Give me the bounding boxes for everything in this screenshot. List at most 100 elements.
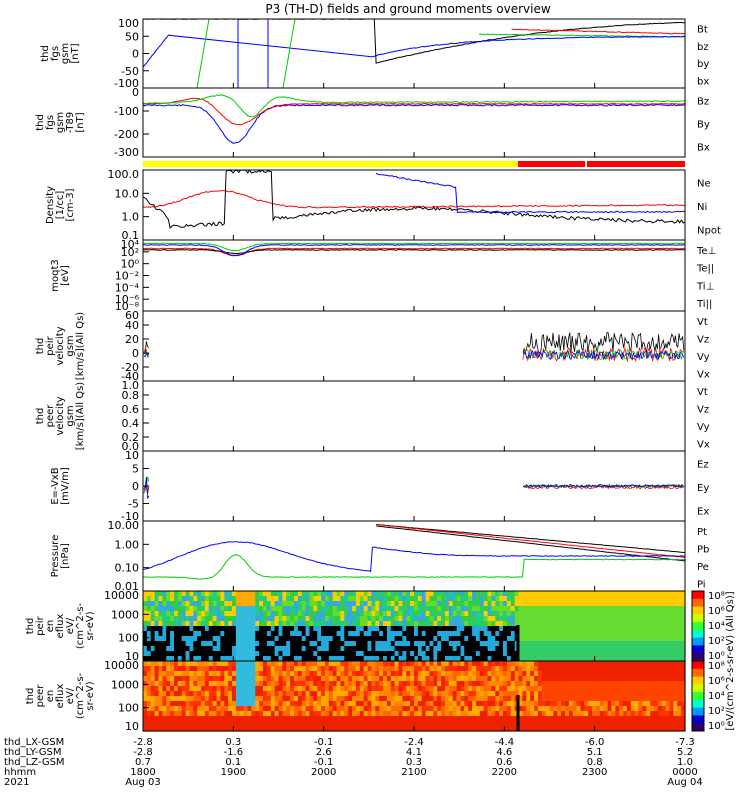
colorbar-1-tick-3: 10² xyxy=(708,636,725,647)
ylabel-temp: moqt3 [eV] xyxy=(50,259,71,292)
burst-61-2 xyxy=(143,476,150,493)
ytick-peir_en-2: 100 xyxy=(118,632,139,645)
xtick-4-row-1: 4.6 xyxy=(496,747,512,758)
xtick-1-row-1: -1.6 xyxy=(224,747,244,758)
trace-ti-perp xyxy=(142,244,686,256)
ytick-fgs_igrf-0: 0 xyxy=(132,86,139,99)
ytick-density-1: 10.0 xyxy=(115,187,140,200)
trace-pe xyxy=(142,554,685,580)
trace-bx xyxy=(142,34,686,68)
xtick-0-row-4: Aug 03 xyxy=(125,777,160,788)
ytick-density-2: 1.0 xyxy=(122,211,140,224)
ytick-efield-3: -5 xyxy=(128,498,139,511)
xtick-5-row-2: 0.8 xyxy=(587,757,603,768)
legend-peer_vel-Vz: Vz xyxy=(697,404,709,415)
panel-frame-fgs xyxy=(142,18,686,89)
ytick-fgs-4: -100 xyxy=(114,77,139,90)
xtick-1-row-0: 0.3 xyxy=(225,737,241,748)
ytick-peer_en-2: 100 xyxy=(118,702,139,715)
legend-peir_vel-Vy: Vy xyxy=(697,352,710,363)
xaxis-row-label-4: 2021 xyxy=(4,777,29,788)
ytick-density-3: 0.1 xyxy=(122,229,140,242)
xtick-4-row-0: -4.4 xyxy=(495,737,515,748)
status-bar-yellow xyxy=(143,161,518,167)
ylabel-line: eflux xyxy=(55,684,66,709)
ytick-temp-2: 10⁰ xyxy=(121,258,140,271)
ytick-pressure-3: 0.01 xyxy=(115,580,140,593)
xtick-5-row-3: 2300 xyxy=(582,767,607,778)
ylabel-line: thd xyxy=(35,408,46,425)
ytick-peer_vel-0: 1.0 xyxy=(122,379,140,392)
xaxis-row-label-3: hhmm xyxy=(4,767,36,778)
ylabel-line: [mV/m] xyxy=(60,467,71,505)
spectrogram-0 xyxy=(143,591,686,662)
ylabel-line: fgs xyxy=(45,115,56,130)
xtick-3-row-1: 4.1 xyxy=(406,747,422,758)
legend-peer_vel-Vt: Vt xyxy=(697,387,708,398)
legend-efield-Ex: Ex xyxy=(697,506,709,517)
ylabel-line: Density xyxy=(45,186,56,224)
xtick-2-row-1: 2.6 xyxy=(316,747,332,758)
ytick-fgs_igrf-2: -200 xyxy=(114,128,139,141)
trace-ne xyxy=(142,190,686,209)
xtick-3-row-3: 2100 xyxy=(401,767,426,778)
xtick-6-row-1: 5.2 xyxy=(677,747,693,758)
colorbar-2-tick-2: 10⁴ xyxy=(708,691,725,702)
panel-frame-fgs_igrf xyxy=(142,87,686,158)
legend-fgs-Bt: Bt xyxy=(697,25,708,36)
xtick-5-row-1: 5.1 xyxy=(587,747,603,758)
ylabel-line: peir xyxy=(35,615,46,635)
ytick-fgs-1: 50 xyxy=(125,30,139,43)
xtick-6-row-3: 0000 xyxy=(672,767,697,778)
colorbar-label: [eV/(cm^2-s-sr-eV) (All Qs)] xyxy=(725,591,736,730)
ytick-peir_en-3: 10 xyxy=(125,650,139,663)
xtick-3-row-2: 0.3 xyxy=(406,757,422,768)
burst-41-2 xyxy=(143,350,150,358)
ytick-efield-1: 5 xyxy=(132,463,139,476)
legend-pressure-Pt: Pt xyxy=(697,527,707,538)
colorbar-1 xyxy=(691,590,705,662)
ylabel-line: [km/s](All Qs) xyxy=(75,312,86,380)
ylabel-line: eV/ xyxy=(65,617,76,634)
xtick-6-row-2: 1.0 xyxy=(677,757,693,768)
burst-61-3 xyxy=(143,479,150,499)
ytick-temp-3: 10⁻² xyxy=(115,270,139,283)
ytick-temp-6: 10⁻⁸ xyxy=(115,300,140,313)
xtick-0-row-2: 0.7 xyxy=(135,757,151,768)
legend-density-Npot: Npot xyxy=(697,225,721,236)
ytick-fgs_igrf-3: -300 xyxy=(114,146,139,159)
ytick-temp-1: 10² xyxy=(121,246,139,259)
legend-temp-Te||: Te|| xyxy=(696,264,714,275)
ytick-pressure-1: 1.00 xyxy=(115,538,140,551)
trace-bz xyxy=(511,28,685,35)
ylabel-line: velocity xyxy=(55,396,66,435)
legend-pressure-Pi: Pi xyxy=(697,579,706,590)
ytick-fgs-3: -50 xyxy=(121,65,139,78)
status-bar-red-1 xyxy=(518,161,585,167)
legend-density-Ni: Ni xyxy=(697,202,707,213)
xaxis-row-label-2: thd_LZ-GSM xyxy=(4,757,65,768)
colorbar-1-tick-4: 10⁰ xyxy=(708,651,725,662)
ytick-peir_vel-4: -20 xyxy=(121,361,139,374)
ytick-pressure-2: 0.10 xyxy=(115,562,140,575)
trace-bz-dip xyxy=(143,97,686,126)
ytick-peer_en-0: 10000 xyxy=(104,659,139,672)
legend-temp-Te⊥: Te⊥ xyxy=(696,246,716,257)
ylabel-fgs_igrf: thd fgs gsm -T89 [nT] xyxy=(35,112,86,134)
trace-pt-upper xyxy=(376,523,686,553)
colorbar-2 xyxy=(691,660,705,732)
burst-42-0 xyxy=(522,331,685,354)
ylabel-line: thd xyxy=(40,45,51,62)
panel-frame-peer_vel xyxy=(142,380,686,452)
xtick-2-row-2: -0.1 xyxy=(314,757,334,768)
ylabel-fgs: thd fgs gsm [nT] xyxy=(40,43,81,64)
ytick-efield-2: 0 xyxy=(132,480,139,493)
colorbar-1-tick-1: 10⁶ xyxy=(708,606,725,617)
xtick-4-row-2: 0.6 xyxy=(496,757,512,768)
ylabel-line: moqt3 xyxy=(50,259,61,292)
ytick-fgs-2: 0 xyxy=(132,48,139,61)
ylabel-line: peer xyxy=(35,684,46,708)
ytick-temp-0: 10⁴ xyxy=(121,238,140,251)
legend-fgs_igrf-By: By xyxy=(697,120,710,131)
ylabel-line: [eV] xyxy=(60,265,71,286)
